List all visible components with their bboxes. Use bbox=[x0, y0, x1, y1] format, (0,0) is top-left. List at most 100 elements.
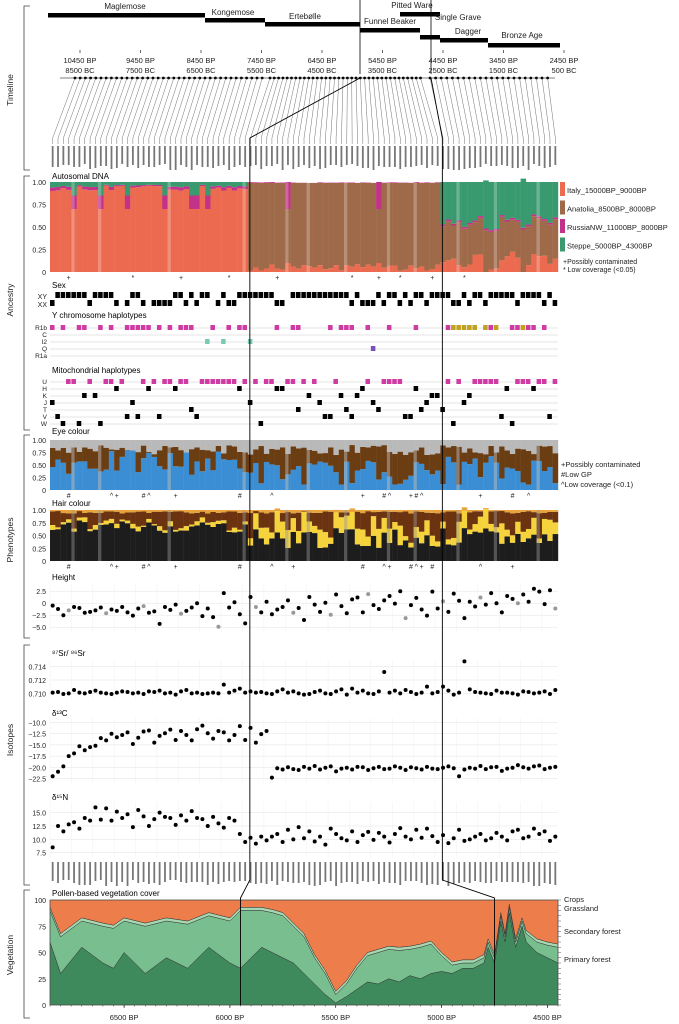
data-point bbox=[318, 688, 323, 693]
sample-id-label bbox=[110, 146, 113, 169]
connector-line bbox=[416, 77, 433, 144]
sample-id-label bbox=[196, 146, 198, 165]
sample-id-label bbox=[554, 146, 557, 165]
sample-id-label bbox=[201, 146, 204, 167]
eye-blue-bar bbox=[221, 459, 227, 490]
period-label: Bronze Age bbox=[501, 31, 543, 40]
data-point bbox=[280, 767, 285, 772]
eye-blue-bar bbox=[429, 474, 436, 490]
ancestry-bar bbox=[71, 195, 77, 209]
haplo-mark bbox=[322, 414, 328, 419]
ancestry-bar bbox=[504, 256, 511, 272]
eye-brown-bar bbox=[531, 454, 537, 461]
hair-bar bbox=[130, 512, 136, 524]
sample-id-label bbox=[474, 862, 477, 881]
sex-mark bbox=[333, 292, 338, 298]
ancestry-bar bbox=[194, 209, 200, 272]
ancestry-bar bbox=[253, 182, 259, 268]
ancestry-bar bbox=[349, 182, 355, 267]
hair-bar bbox=[156, 510, 163, 512]
ancestry-bar bbox=[483, 180, 489, 229]
sample-id-label bbox=[345, 862, 348, 882]
haplo-mark bbox=[386, 325, 392, 330]
sample-id-label bbox=[222, 146, 225, 165]
data-point bbox=[521, 765, 526, 770]
data-point bbox=[66, 822, 71, 827]
data-point bbox=[291, 767, 296, 772]
ancestry-bar bbox=[66, 189, 72, 272]
hair-bar bbox=[552, 511, 559, 523]
data-point bbox=[424, 613, 429, 618]
hair-bar bbox=[231, 527, 238, 533]
data-point bbox=[323, 600, 328, 605]
ancestry-bar bbox=[376, 209, 382, 263]
ancestry-bar bbox=[189, 209, 195, 272]
sample-id-label bbox=[329, 146, 332, 165]
data-point bbox=[157, 688, 162, 693]
data-point bbox=[302, 836, 306, 841]
quality-marker: * bbox=[228, 275, 231, 282]
hair-bar bbox=[445, 544, 452, 561]
ancestry-bar bbox=[402, 182, 409, 270]
haplo-mark bbox=[312, 379, 317, 384]
sex-mark bbox=[493, 292, 499, 298]
haplo-mark bbox=[509, 421, 515, 426]
ancestry-bar bbox=[108, 190, 115, 272]
hair-bar bbox=[210, 522, 216, 527]
haplo-mark bbox=[130, 400, 135, 405]
low-coverage-column bbox=[242, 510, 246, 561]
data-point bbox=[237, 686, 242, 691]
eye-brown-bar bbox=[488, 445, 495, 457]
tick-label-bp: 10450 BP bbox=[64, 56, 97, 65]
data-point bbox=[387, 766, 392, 771]
sample-id-label bbox=[142, 146, 145, 165]
hair-bar bbox=[269, 510, 275, 513]
section-label-ancestry: Ancestry bbox=[5, 283, 15, 317]
data-point bbox=[93, 805, 98, 810]
eye-grey-bar bbox=[322, 440, 329, 454]
sample-id-label bbox=[137, 146, 140, 168]
sex-mark bbox=[189, 292, 194, 298]
hair-bar bbox=[55, 527, 61, 530]
haplo-mark bbox=[156, 325, 162, 330]
ancestry-bar bbox=[87, 190, 93, 272]
data-point bbox=[360, 610, 365, 615]
eye-blue-bar bbox=[279, 479, 286, 490]
data-point bbox=[494, 688, 499, 693]
connector-line bbox=[228, 77, 247, 144]
connector-line bbox=[469, 77, 481, 144]
ancestry-bar bbox=[151, 182, 158, 185]
sample-id-label bbox=[458, 146, 460, 170]
hair-bar bbox=[370, 512, 377, 517]
data-point bbox=[77, 826, 82, 831]
data-point bbox=[451, 692, 456, 697]
haplo-mark bbox=[178, 325, 183, 330]
sex-mark bbox=[162, 300, 167, 306]
quality-marker: + bbox=[377, 275, 381, 282]
connector-line bbox=[148, 77, 169, 144]
hair-bar bbox=[547, 511, 553, 520]
haplo-mark bbox=[488, 325, 494, 330]
quality-marker: + bbox=[511, 564, 515, 571]
data-point bbox=[50, 845, 55, 850]
eye-blue-bar bbox=[114, 470, 120, 490]
data-point bbox=[200, 817, 205, 822]
hair-bar bbox=[253, 510, 259, 512]
data-point bbox=[189, 691, 194, 696]
data-point bbox=[483, 767, 488, 772]
data-point bbox=[499, 834, 504, 839]
data-point bbox=[232, 600, 237, 605]
section-label-vegetation: Vegetation bbox=[5, 935, 15, 975]
data-point bbox=[403, 616, 408, 621]
data-point bbox=[259, 690, 264, 694]
hair-bar bbox=[344, 529, 350, 561]
eye-grey-bar bbox=[50, 440, 56, 448]
hair-bar bbox=[231, 532, 238, 561]
ancestry-bar bbox=[119, 184, 126, 186]
haplo-label: K bbox=[43, 393, 48, 400]
eye-brown-bar bbox=[429, 454, 436, 475]
autosomal-legend: Italy_15000BP_9000BPAnatolia_8500BP_8000… bbox=[560, 182, 668, 274]
data-point bbox=[457, 827, 462, 832]
sample-id-label bbox=[287, 862, 289, 882]
haplo-mark bbox=[344, 325, 349, 330]
